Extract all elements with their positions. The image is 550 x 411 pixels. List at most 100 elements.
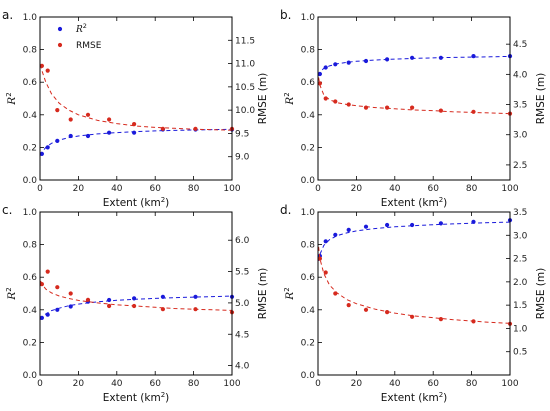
legend-marker-r2 [57,26,63,32]
data-point-rmse [385,105,390,110]
y-left-tick-label: 0.2 [23,338,37,348]
data-point-rmse [346,303,351,308]
data-point-rmse [471,319,476,324]
y-left-tick-label: 0.6 [301,273,316,283]
data-point-r2 [317,71,322,77]
data-point-rmse [317,256,322,261]
y-right-tick-label: 0.5 [513,348,527,358]
y-left-tick-label: 0.4 [301,111,316,121]
y-left-tick-label: 0.4 [23,111,38,121]
data-point-rmse [85,297,91,302]
x-tick-label: 40 [111,379,123,389]
y-left-tick-label: 1.0 [23,208,38,218]
x-tick-label: 60 [149,379,161,389]
y-left-tick-label: 0.4 [301,306,316,316]
y-left-tick-label: 0.8 [23,241,38,251]
y-right-tick-label: 11.5 [235,36,255,46]
data-point-r2 [68,133,73,139]
data-point-rmse [132,122,137,127]
y-left-tick-label: 0.0 [301,371,316,381]
y-right-tick-label: 4.0 [235,362,250,372]
data-point-rmse [160,307,165,312]
data-point-rmse [363,307,369,312]
data-point-rmse [333,291,338,296]
data-point-rmse [55,285,60,290]
data-point-r2 [385,57,390,62]
x-tick-label: 60 [427,379,439,389]
data-point-r2 [471,219,476,224]
panel-b: b. 0 20 40 60 80 100 0.0 0.2 0.4 0.6 0.8 1.0 2.5 3.0 3.… [280,8,547,209]
y-right-axis-label: RMSE (m) [257,268,269,319]
x-tick-label: 100 [223,379,240,389]
data-point-rmse [346,102,351,107]
fit-line-rmse [40,280,233,311]
y-right-tick-label: 5.5 [235,268,249,278]
x-tick-label: 0 [37,184,43,194]
plot-frame [39,211,233,376]
data-point-r2 [107,130,112,135]
data-point-r2 [438,221,443,226]
data-point-rmse [438,108,443,113]
legend: R2 RMSE [57,22,102,51]
data-point-rmse [193,307,198,312]
x-tick-label: 0 [315,379,321,389]
data-point-rmse [323,96,328,101]
x-tick-label: 60 [427,184,439,194]
data-point-r2 [385,222,390,228]
data-point-rmse [68,291,73,296]
legend-label-r2: R2 [75,22,87,35]
data-point-rmse [471,109,476,114]
x-axis-label: Extent (km2) [103,196,170,209]
data-point-r2 [160,294,165,299]
y-right-tick-label: 1.0 [513,324,528,334]
x-tick-label: 40 [389,379,401,389]
x-tick-label: 20 [351,379,363,389]
y-right-tick-label: 9.5 [235,129,249,139]
data-point-r2 [68,304,73,309]
x-tick-label: 20 [351,184,363,194]
fit-line-r2 [318,221,511,261]
data-point-rmse [39,63,45,68]
x-tick-label: 80 [188,184,200,194]
x-tick-label: 0 [315,184,321,194]
y-right-tick-label: 10.5 [235,83,255,93]
y-left-tick-label: 0.6 [23,78,38,88]
data-point-rmse [333,99,338,104]
y-right-tick-label: 2.5 [513,255,527,265]
y-right-tick-label: 4.0 [513,70,528,80]
y-right-tick-label: 3.5 [513,101,527,111]
data-point-r2 [346,227,351,232]
x-tick-label: 20 [73,379,85,389]
y-left-tick-label: 1.0 [301,13,316,23]
fit-line-rmse [318,246,511,324]
data-point-r2 [363,224,369,229]
data-point-rmse [160,126,165,131]
data-point-r2 [333,62,338,67]
data-point-r2 [333,232,338,237]
data-point-rmse [363,105,369,110]
x-tick-label: 40 [389,184,401,194]
plot-frame [317,16,511,181]
data-point-rmse [45,269,50,274]
data-point-r2 [363,58,369,64]
panel-a: a. 0 20 40 60 80 100 0.0 0.2 0.4 0.6 0.8 1.0 9.0 9.5 10… [2,8,269,209]
x-axis-label: Extent (km2) [103,391,170,404]
y-left-tick-label: 0.0 [301,176,316,186]
data-point-rmse [410,105,415,110]
panel-label: c. [2,203,12,217]
y-right-tick-label: 9.0 [235,153,250,163]
y-left-tick-label: 0.0 [23,176,38,186]
panel-c: c. 0 20 40 60 80 100 0.0 0.2 0.4 0.6 0.8 1.0 4.0 4.5 5.… [2,203,269,404]
x-tick-label: 80 [188,379,200,389]
data-point-rmse [385,310,390,315]
data-point-rmse [317,81,322,86]
panel-label: d. [280,203,291,217]
y-right-tick-label: 5.0 [235,299,250,309]
data-point-r2 [471,54,476,59]
y-left-tick-label: 0.6 [23,273,38,283]
legend-label-rmse: RMSE [76,41,102,51]
data-point-rmse [68,117,73,122]
y-left-tick-label: 0.6 [301,78,316,88]
x-tick-label: 100 [501,184,518,194]
x-tick-label: 80 [466,184,478,194]
